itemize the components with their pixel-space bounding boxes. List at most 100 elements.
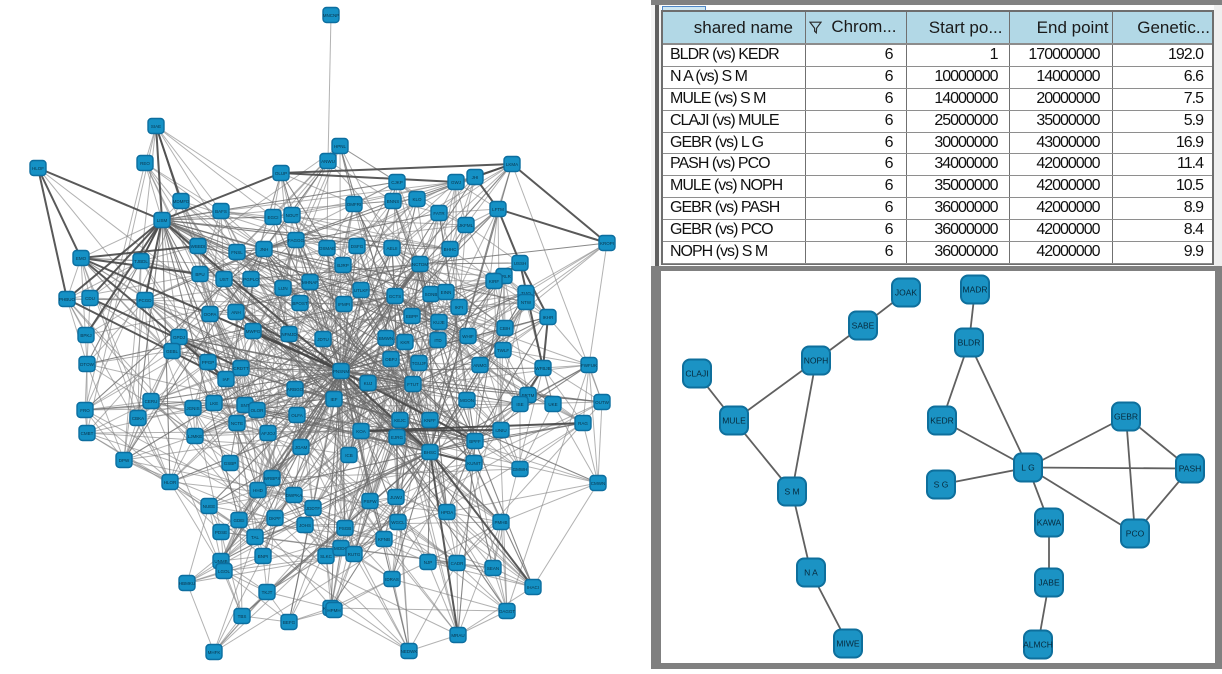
svg-text:LIJN: LIJN (278, 286, 287, 291)
svg-text:ANMG: ANMG (473, 363, 487, 368)
svg-text:TAL: TAL (251, 535, 259, 540)
svg-text:MWPG: MWPG (246, 329, 261, 334)
svg-text:GPDJ: GPDJ (173, 335, 185, 340)
svg-text:PASH: PASH (1179, 464, 1202, 474)
svg-text:KEDR: KEDR (930, 416, 954, 426)
svg-text:TIJO: TIJO (521, 291, 531, 296)
svg-text:WFBJB: WFBJB (535, 366, 550, 371)
svg-text:PSGB: PSGB (339, 526, 352, 531)
svg-text:WRBPS: WRBPS (264, 476, 281, 481)
svg-text:OLUP: OLUP (275, 171, 287, 176)
svg-text:FAGGG: FAGGG (288, 238, 305, 243)
svg-text:DPW: DPW (119, 458, 130, 463)
svg-text:DKPF: DKPF (269, 516, 281, 521)
svg-text:KUJE: KUJE (433, 320, 445, 325)
svg-text:EMO: EMO (76, 256, 87, 261)
svg-text:PCGD: PCGD (138, 298, 152, 303)
svg-text:JUWJ: JUWJ (390, 495, 402, 500)
svg-text:CMWN: CMWN (591, 481, 606, 486)
svg-text:GCTS: GCTS (389, 294, 402, 299)
svg-text:JGAM: JGAM (295, 445, 308, 450)
svg-text:PPGP: PPGP (202, 360, 215, 365)
svg-text:CJKP: CJKP (391, 180, 403, 185)
svg-text:MNCNP: MNCNP (323, 13, 340, 18)
svg-text:SIAE: SIAE (151, 124, 161, 129)
svg-text:MIWE: MIWE (836, 639, 859, 649)
svg-text:CBIH: CBIH (500, 326, 511, 331)
svg-text:JGNIS: JGNIS (186, 406, 199, 411)
svg-text:SONB: SONB (425, 292, 438, 297)
svg-text:GMWH: GMWH (513, 467, 528, 472)
svg-text:PGPLO: PGPLO (243, 277, 259, 282)
svg-text:BAFS: BAFS (215, 209, 227, 214)
svg-text:LKE: LKE (210, 401, 219, 406)
svg-text:S M: S M (784, 487, 799, 497)
svg-text:BMWN: BMWN (379, 336, 393, 341)
svg-text:FRO: FRO (80, 408, 90, 413)
svg-text:IAF: IAF (222, 377, 229, 382)
svg-text:HHD: HHD (253, 488, 263, 493)
svg-text:HBMKU: HBMKU (179, 581, 195, 586)
svg-text:IKHR: IKHR (543, 315, 555, 320)
svg-text:PHBUO: PHBUO (59, 297, 76, 302)
svg-text:DTOW: DTOW (80, 362, 94, 367)
svg-text:NOUT: NOUT (286, 213, 299, 218)
svg-text:S G: S G (934, 480, 949, 490)
svg-text:CRDTT: CRDTT (233, 366, 248, 371)
svg-text:GEBR: GEBR (1114, 412, 1138, 422)
svg-text:JNH: JNH (260, 247, 269, 252)
svg-text:L G: L G (1021, 463, 1034, 473)
svg-text:LKMA: LKMA (506, 162, 518, 167)
svg-text:LJMKE: LJMKE (188, 434, 203, 439)
svg-text:ARBGO: ARBGO (287, 387, 304, 392)
svg-text:SLKC: SLKC (320, 554, 333, 559)
svg-text:ANH: ANH (231, 310, 241, 315)
svg-text:KUNIT: KUNIT (467, 461, 481, 466)
svg-text:PSFW: PSFW (364, 499, 378, 504)
svg-text:BPFF: BPFF (469, 439, 481, 444)
svg-text:MADR: MADR (962, 285, 987, 295)
svg-text:MHNAF: MHNAF (302, 280, 318, 285)
svg-text:GIRLR: GIRLR (497, 274, 512, 279)
svg-text:KEJC: KEJC (394, 418, 406, 423)
svg-text:BHSC: BHSC (424, 450, 437, 455)
svg-text:KKR: KKR (400, 340, 410, 345)
svg-text:BPOST: BPOST (292, 301, 308, 306)
svg-text:IDRAS: IDRAS (385, 577, 399, 582)
svg-text:JKFML: JKFML (459, 223, 474, 228)
svg-text:JOAK: JOAK (895, 288, 918, 298)
svg-text:CBKA: CBKA (132, 416, 144, 421)
svg-text:NEDWK: NEDWK (401, 649, 418, 654)
svg-text:HPDA: HPDA (441, 510, 454, 515)
svg-text:EJRG: EJRG (391, 435, 404, 440)
svg-text:IJNIU: IJNIU (495, 428, 506, 433)
svg-text:DSFG: DSFG (351, 244, 364, 249)
svg-text:PCO: PCO (1126, 529, 1145, 539)
svg-text:LISM: LISM (157, 218, 168, 223)
svg-text:BHHC: BHHC (444, 247, 458, 252)
svg-text:OLFA: OLFA (291, 413, 303, 418)
svg-text:OBPJ: OBPJ (385, 357, 397, 362)
svg-text:OAGGT: OAGGT (499, 609, 516, 614)
svg-text:OMFRI: OMFRI (347, 202, 362, 207)
svg-text:BJRP: BJRP (337, 263, 349, 268)
svg-text:UST: UST (220, 277, 229, 282)
svg-text:AELII: AELII (386, 246, 397, 251)
svg-text:FTUT: FTUT (407, 382, 419, 387)
svg-text:TJBDL: TJBDL (134, 259, 148, 264)
svg-text:USSH: USSH (514, 261, 527, 266)
svg-text:ANWU: ANWU (321, 159, 335, 164)
svg-text:NOPH: NOPH (804, 356, 829, 366)
svg-text:RAG: RAG (578, 421, 588, 426)
svg-text:NTW: NTW (521, 300, 532, 305)
svg-text:BPKJ: BPKJ (80, 333, 91, 338)
svg-text:IEF: IEF (330, 397, 337, 402)
svg-text:KOA: KOA (356, 429, 366, 434)
svg-text:IFMPI: IFMPI (338, 302, 350, 307)
svg-text:PRTM: PRTM (522, 393, 535, 398)
svg-text:MGON: MGON (460, 398, 474, 403)
svg-text:NCTDM: NCTDM (412, 262, 428, 267)
svg-text:EINN: EINN (441, 290, 452, 295)
svg-text:OSMAE: OSMAE (319, 246, 335, 251)
svg-text:GEBL: GEBL (166, 349, 179, 354)
